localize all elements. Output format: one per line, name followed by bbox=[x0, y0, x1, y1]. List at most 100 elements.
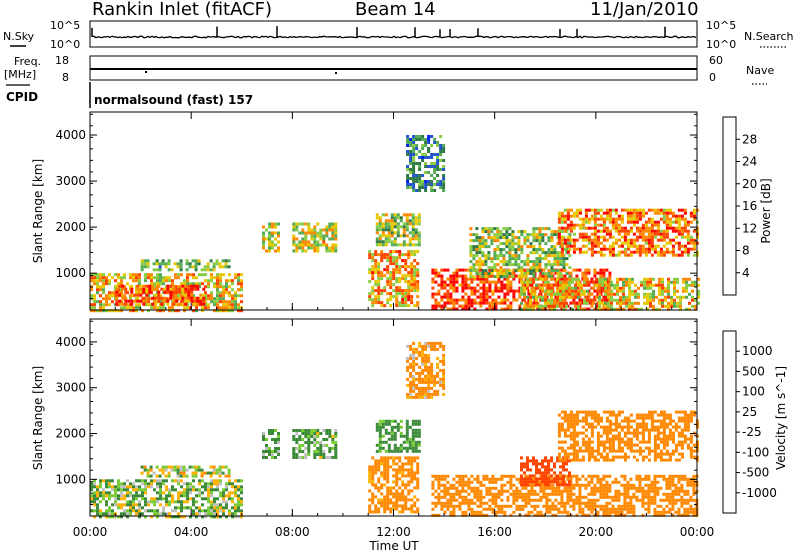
heatmap-cell bbox=[105, 282, 108, 286]
heatmap-cell bbox=[643, 277, 646, 281]
heatmap-cell bbox=[390, 222, 394, 226]
heatmap-cell bbox=[210, 503, 213, 507]
heatmap-cell bbox=[683, 229, 687, 233]
heatmap-cell bbox=[156, 500, 159, 504]
heatmap-cell bbox=[605, 217, 609, 221]
heatmap-cell bbox=[150, 500, 153, 504]
heatmap-cell bbox=[535, 227, 539, 231]
heatmap-cell bbox=[473, 510, 477, 514]
heatmap-cell bbox=[575, 223, 579, 227]
heatmap-cell bbox=[157, 293, 161, 297]
heatmap-cell bbox=[371, 474, 375, 478]
heatmap-cell bbox=[593, 223, 597, 227]
heatmap-cell bbox=[442, 150, 446, 153]
heatmap-cell bbox=[277, 435, 280, 438]
nave-tick-bottom: 0 bbox=[709, 71, 716, 84]
heatmap-cell bbox=[334, 429, 338, 432]
heatmap-cell bbox=[503, 277, 507, 281]
heatmap-cell bbox=[694, 298, 697, 302]
heatmap-cell bbox=[479, 504, 483, 508]
heatmap-cell bbox=[619, 304, 622, 308]
heatmap-cell bbox=[610, 283, 613, 287]
heatmap-cell bbox=[436, 374, 440, 378]
heatmap-cell bbox=[488, 280, 492, 284]
heatmap-cell bbox=[105, 500, 108, 504]
heatmap-cell bbox=[417, 428, 421, 432]
heatmap-cell bbox=[398, 250, 402, 254]
heatmap-cell bbox=[410, 280, 414, 284]
heatmap-cell bbox=[608, 289, 612, 293]
heatmap-cell bbox=[437, 486, 441, 490]
heatmap-cell bbox=[638, 247, 642, 251]
heatmap-cell bbox=[635, 486, 639, 490]
heatmap-cell bbox=[331, 228, 335, 232]
heatmap-cell bbox=[228, 509, 231, 513]
heatmap-cell bbox=[203, 268, 207, 272]
heatmap-cell bbox=[488, 498, 492, 502]
heatmap-cell bbox=[433, 165, 437, 168]
heatmap-cell bbox=[183, 482, 186, 486]
heatmap-cell bbox=[402, 234, 406, 238]
heatmap-cell bbox=[177, 506, 180, 510]
heatmap-cell bbox=[404, 507, 408, 511]
heatmap-cell bbox=[485, 492, 489, 496]
heatmap-cell bbox=[262, 240, 265, 244]
heatmap-cell bbox=[502, 263, 506, 267]
heatmap-cell bbox=[677, 220, 681, 224]
heatmap-cell bbox=[521, 298, 525, 302]
heatmap-cell bbox=[416, 286, 420, 290]
heatmap-cell bbox=[677, 226, 681, 230]
heatmap-cell bbox=[434, 477, 438, 481]
heatmap-cell bbox=[90, 276, 93, 280]
heatmap-cell bbox=[167, 474, 171, 478]
heatmap-cell bbox=[132, 506, 135, 510]
heatmap-cell bbox=[409, 374, 413, 378]
heatmap-cell bbox=[545, 504, 549, 508]
heatmap-cell bbox=[629, 241, 633, 245]
heatmap-cell bbox=[647, 229, 651, 233]
heatmap-cell bbox=[126, 509, 129, 513]
heatmap-cell bbox=[641, 226, 645, 230]
heatmap-cell bbox=[599, 223, 603, 227]
heatmap-cell bbox=[115, 284, 119, 288]
heatmap-cell bbox=[667, 292, 670, 296]
heatmap-cell bbox=[649, 277, 652, 281]
heatmap-cell bbox=[219, 515, 222, 519]
heatmap-cell bbox=[307, 243, 311, 247]
heatmap-cell bbox=[641, 229, 645, 233]
heatmap-cell bbox=[407, 265, 411, 269]
heatmap-cell bbox=[566, 217, 570, 221]
heatmap-cell bbox=[189, 306, 192, 310]
heatmap-cell bbox=[550, 239, 554, 243]
heatmap-cell bbox=[148, 290, 152, 294]
heatmap-cell bbox=[417, 231, 421, 235]
heatmap-cell bbox=[452, 286, 456, 290]
heatmap-cell bbox=[626, 253, 630, 257]
heatmap-cell bbox=[487, 230, 491, 234]
heatmap-cell bbox=[620, 510, 624, 514]
heatmap-cell bbox=[415, 144, 419, 147]
heatmap-cell bbox=[665, 217, 669, 221]
heatmap-cell bbox=[653, 474, 657, 478]
heatmap-cell bbox=[494, 283, 498, 287]
heatmap-cell bbox=[500, 298, 504, 302]
heatmap-cell bbox=[207, 279, 210, 283]
heatmap-cell bbox=[368, 298, 372, 302]
heatmap-cell bbox=[475, 272, 479, 276]
heatmap-cell bbox=[170, 465, 174, 469]
heatmap-cell bbox=[378, 443, 382, 447]
heatmap-cell bbox=[202, 302, 206, 306]
heatmap-cell bbox=[153, 503, 156, 507]
heatmap-cell bbox=[652, 307, 655, 311]
heatmap-cell bbox=[680, 244, 684, 248]
heatmap-cell bbox=[544, 292, 547, 296]
heatmap-cell bbox=[568, 275, 572, 279]
heatmap-cell bbox=[295, 228, 299, 232]
heatmap-cell bbox=[590, 301, 594, 305]
heatmap-cell bbox=[156, 276, 159, 280]
heatmap-cell bbox=[581, 235, 585, 239]
heatmap-cell bbox=[262, 237, 265, 241]
heatmap-cell bbox=[374, 465, 378, 469]
heatmap-cell bbox=[437, 474, 441, 478]
heatmap-cell bbox=[154, 293, 158, 297]
